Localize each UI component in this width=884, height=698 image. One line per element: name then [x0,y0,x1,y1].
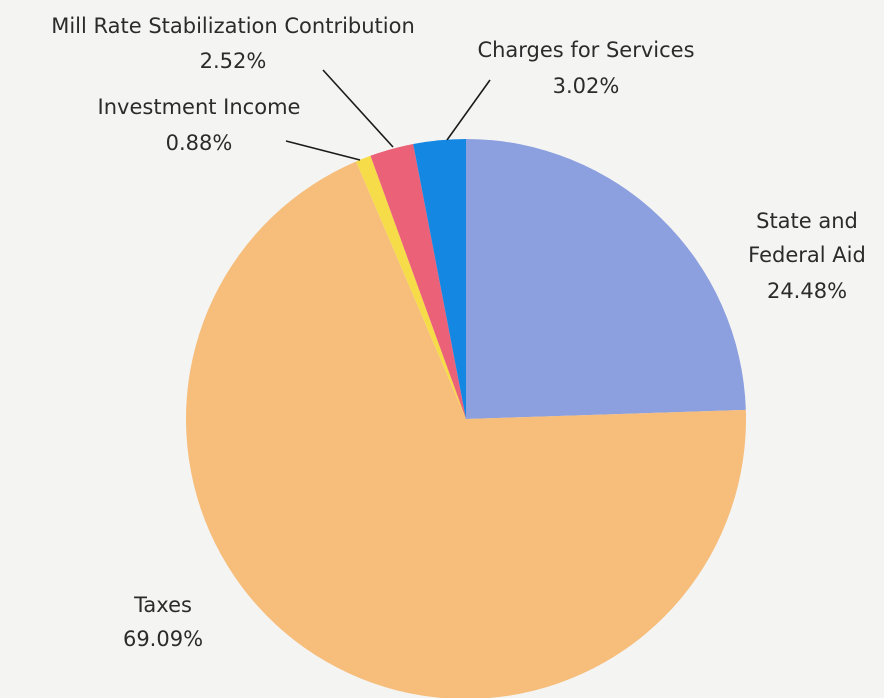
pie-slices [186,139,746,698]
label-name-investment-income: Investment Income [98,95,301,119]
leader-line-investment-income [285,140,361,161]
pie-slice-state-and-federal-aid [466,139,746,419]
leader-lines [285,69,491,161]
label-name-state-federal-aid-line2: Federal Aid [748,243,866,267]
label-name-charges-for-services: Charges for Services [477,38,694,62]
label-value-charges-for-services: 3.02% [553,74,620,98]
pie-slice-investment-income [356,155,466,420]
slice-labels: Mill Rate Stabilization Contribution 2.5… [51,14,866,651]
label-value-taxes: 69.09% [123,627,203,651]
leader-line-mill-rate [322,69,394,148]
pie-slice-taxes [186,161,746,698]
leader-line-charges-for-services [446,79,491,141]
label-name-state-federal-aid-line1: State and [756,209,858,233]
label-name-mill-rate: Mill Rate Stabilization Contribution [51,14,415,38]
label-value-mill-rate: 2.52% [200,49,267,73]
label-value-state-federal-aid: 24.48% [767,279,847,303]
pie-slice-charges-for-services [413,139,466,419]
label-name-taxes: Taxes [133,593,192,617]
pie-slice-mill-rate-stabilization-contribution [370,144,466,419]
label-value-investment-income: 0.88% [166,131,233,155]
